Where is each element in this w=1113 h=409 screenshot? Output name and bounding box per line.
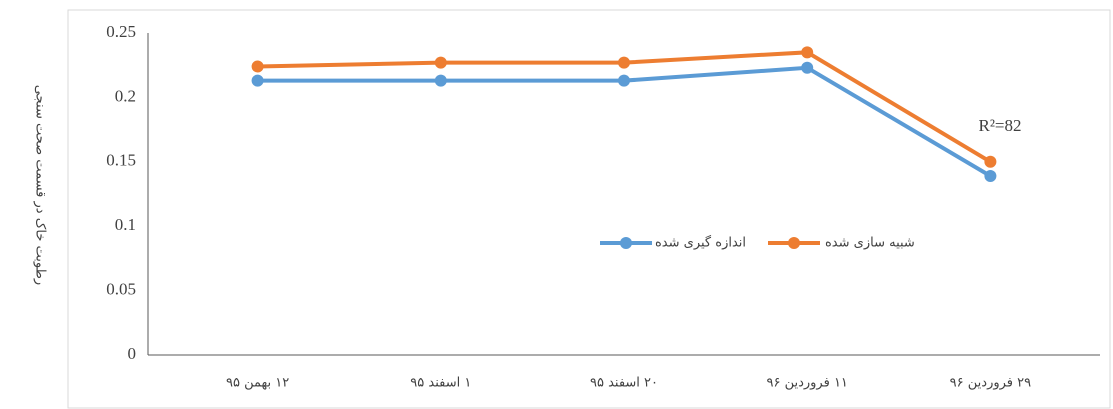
point <box>251 60 264 73</box>
point <box>434 74 447 87</box>
x-tick-label: ۲۰ اسفند ۹۵ <box>590 376 658 391</box>
point <box>801 46 814 59</box>
legend-label: اندازه گیری شده <box>655 235 746 251</box>
chart-frame <box>67 9 1111 409</box>
annotation: R²=82 <box>978 116 1021 135</box>
legend-marker <box>788 237 800 249</box>
y-tick-label: 0.2 <box>115 86 136 105</box>
point <box>984 155 997 168</box>
x-tick-label: ۲۹ فروردین ۹۶ <box>950 376 1031 391</box>
x-tick-label: ۱۲ بهمن ۹۵ <box>226 376 289 391</box>
point <box>251 74 264 87</box>
legend-marker <box>620 237 632 249</box>
y-axis-label: رطوبت خاک در قسمت صحت سنجی <box>33 85 48 285</box>
y-tick-label: 0.1 <box>115 215 136 234</box>
label-panel <box>0 0 66 409</box>
x-tick-label: ۱ اسفند ۹۵ <box>410 376 471 391</box>
series-line <box>257 50 992 164</box>
point <box>618 74 630 87</box>
point <box>984 169 997 182</box>
point <box>618 56 630 69</box>
legend-label: شبیه سازی شده <box>825 236 915 251</box>
y-tick-label: 0.25 <box>106 22 136 41</box>
y-tick-label: 0 <box>128 344 137 363</box>
y-tick-label: 0.15 <box>106 151 136 170</box>
x-tick-label: ۱۱ فروردین ۹۶ <box>766 376 847 391</box>
y-tick-label: 0.05 <box>106 280 136 299</box>
point <box>801 61 814 74</box>
point <box>434 56 447 69</box>
